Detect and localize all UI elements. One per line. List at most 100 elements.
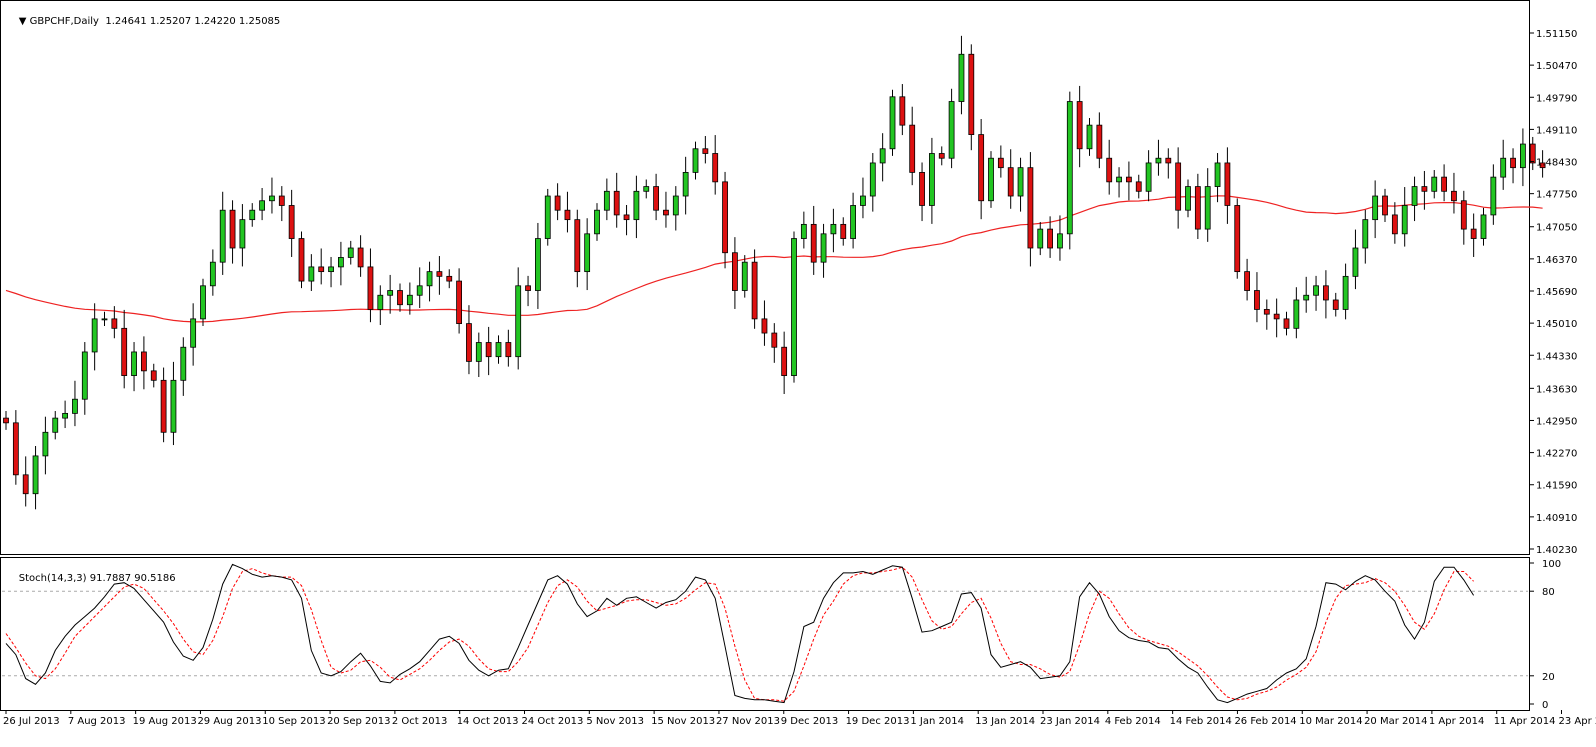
y-tick-label: 1.47750 [1536, 190, 1577, 201]
candle [879, 133, 886, 182]
candle [1480, 207, 1487, 246]
candle [1214, 153, 1221, 203]
candle-body-down [456, 280, 463, 325]
x-tick-label: 15 Nov 2013 [651, 716, 715, 727]
candle-body-up [1185, 186, 1191, 211]
candle-body-up [988, 157, 994, 202]
candle-body-down [367, 266, 374, 310]
candle-body-up [1401, 205, 1408, 235]
candle-body-up [544, 195, 551, 239]
candle [1106, 139, 1113, 195]
x-tick-label: 9 Dec 2013 [781, 716, 839, 727]
x-tick-label: 1 Jan 2014 [910, 716, 964, 727]
candle [406, 282, 413, 315]
candle [131, 342, 137, 392]
y-tick-label: 1.51150 [1536, 29, 1577, 40]
candle-body-down [968, 53, 975, 135]
dropdown-arrow-icon[interactable]: ▼ [18, 16, 30, 27]
candle-body-down [3, 417, 9, 424]
candle [12, 410, 19, 485]
candle-body-down [121, 327, 128, 376]
candle [170, 361, 177, 446]
candle-body-up [308, 266, 315, 282]
candle [958, 35, 965, 115]
candle-body-down [978, 134, 985, 202]
y-tick-label: 1.43630 [1536, 384, 1577, 395]
candle-body-up [190, 318, 197, 348]
y-tick-label: 1.40230 [1536, 545, 1577, 556]
candle-body-down [150, 370, 157, 381]
y-tick-label: 1.47050 [1536, 223, 1577, 234]
candle [485, 326, 492, 376]
candle [594, 203, 600, 241]
candle-body-down [318, 266, 325, 273]
candle-body-down [1283, 318, 1290, 329]
candle-body-down [397, 290, 403, 306]
candle-body-down [1244, 271, 1250, 291]
candle [121, 309, 128, 389]
candle-body-up [830, 223, 837, 235]
candle [426, 261, 433, 302]
candle [62, 400, 68, 429]
y-tick-label: 1.49790 [1536, 93, 1577, 104]
y-tick-label: 1.40910 [1536, 513, 1577, 524]
candle-body-up [1214, 162, 1221, 187]
candle-body-down [436, 271, 443, 277]
candle-body-up [259, 200, 266, 211]
candle [613, 172, 620, 228]
candle [938, 146, 945, 166]
candle-body-up [1303, 294, 1310, 301]
candle-body-down [22, 474, 29, 495]
candle [564, 191, 571, 233]
stoch-main-line [5, 563, 1475, 704]
x-tick-label: 1 Apr 2014 [1429, 716, 1484, 727]
candle [475, 332, 482, 377]
candle-body-down [1510, 157, 1516, 169]
stoch-signal-line [5, 566, 1474, 702]
candle-body-up [347, 247, 354, 258]
candle [643, 179, 650, 199]
candle [781, 331, 788, 395]
candle [318, 248, 325, 285]
candle [860, 177, 866, 219]
candle [988, 151, 994, 208]
stoch-y-tick-label: 20 [1542, 672, 1555, 683]
candle [810, 205, 817, 275]
candle-body-up [1086, 124, 1093, 150]
candle-body-down [1027, 167, 1034, 249]
candle [1460, 190, 1467, 245]
candle-body-down [1332, 299, 1339, 310]
candle-body-down [1224, 162, 1231, 206]
x-tick-label: 23 Apr 2014 [1559, 716, 1596, 727]
candle-body-down [722, 181, 728, 254]
candle [1116, 167, 1122, 198]
candle [840, 217, 847, 246]
candle [160, 367, 167, 443]
candle [1007, 149, 1014, 209]
x-tick-label: 19 Dec 2013 [846, 716, 910, 727]
candle [1027, 152, 1034, 267]
candle-body-up [929, 153, 935, 206]
candle [288, 189, 295, 257]
candle [495, 335, 502, 364]
candle-body-up [1490, 176, 1497, 216]
candle [633, 175, 640, 239]
x-tick-label: 20 Mar 2014 [1364, 716, 1427, 727]
candle-body-down [1126, 176, 1132, 183]
candle [682, 156, 689, 215]
candle [948, 88, 955, 169]
candle-body-down [1135, 181, 1142, 192]
candle-body-up [1431, 176, 1438, 192]
candle-body-down [997, 157, 1004, 169]
candle [919, 162, 925, 222]
candle-body-down [771, 332, 778, 348]
candle-body-up [850, 205, 856, 239]
candle [111, 306, 118, 339]
candle [1431, 170, 1438, 199]
candle [1057, 215, 1063, 261]
x-tick-label: 26 Jul 2013 [3, 716, 60, 727]
candle-body-up [515, 285, 522, 358]
x-tick-label: 7 Aug 2013 [68, 716, 126, 727]
